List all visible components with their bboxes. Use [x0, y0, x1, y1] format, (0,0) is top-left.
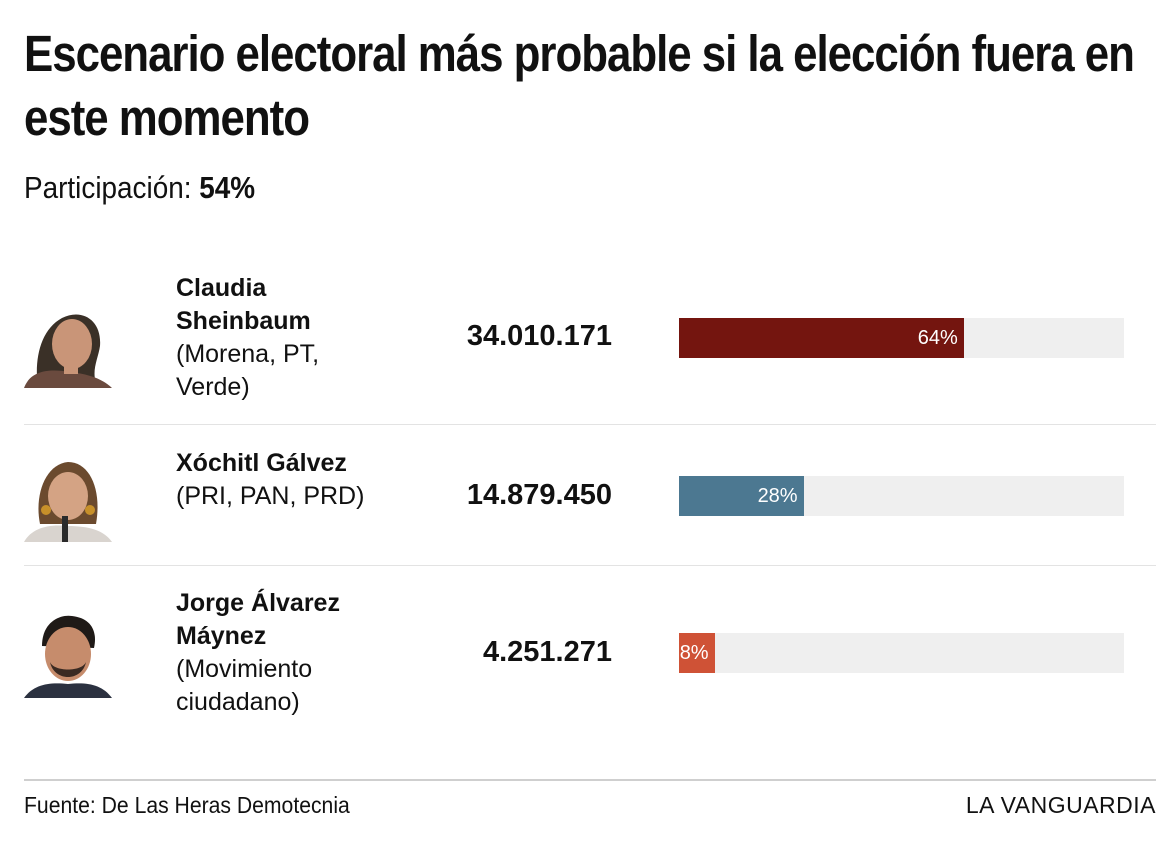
bar-track: 64% — [679, 318, 1124, 358]
candidate-party: (PRI, PAN, PRD) — [176, 482, 365, 510]
participation-value: 54% — [199, 170, 256, 205]
candidate-photo-sheinbaum — [24, 300, 112, 388]
candidate-party: (Morena, PT, Verde) — [176, 340, 320, 401]
bar: 28% — [679, 476, 804, 516]
bar: 64% — [679, 318, 964, 358]
row-divider — [24, 565, 1156, 566]
candidate-name: Xóchitl Gálvez (PRI, PAN, PRD) — [176, 447, 396, 513]
row-divider — [24, 424, 1156, 425]
bar-value-label: 28% — [757, 485, 798, 507]
bar-track: 28% — [679, 476, 1124, 516]
vote-count: 14.879.450 — [466, 479, 612, 511]
candidate-row: Jorge Álvarez Máynez (Movimiento ciudada… — [24, 566, 1156, 756]
vote-count: 4.251.271 — [482, 636, 612, 668]
bar-track: 8% — [679, 633, 1124, 673]
bar-value-label: 8% — [679, 642, 709, 664]
participation-line: Participación: 54% — [24, 170, 255, 206]
chart-title: Escenario electoral más probable si la e… — [24, 25, 1135, 146]
footer-divider — [24, 779, 1156, 781]
brand-logo-text: LA VANGUARDIA — [965, 792, 1156, 818]
candidate-photo-galvez — [24, 454, 112, 542]
source-note: Fuente: De Las Heras Demotecnia — [24, 792, 350, 818]
candidate-name-text: Xóchitl Gálvez — [176, 449, 347, 477]
bar-value-label: 64% — [917, 327, 958, 349]
candidate-party: (Movimiento ciudadano) — [176, 655, 313, 716]
vote-count: 34.010.171 — [466, 320, 612, 352]
candidate-name-text: Claudia Sheinbaum — [176, 274, 311, 335]
participation-label: Participación: — [24, 170, 200, 205]
candidate-row: Xóchitl Gálvez (PRI, PAN, PRD) 14.879.45… — [24, 425, 1156, 565]
candidate-name: Jorge Álvarez Máynez (Movimiento ciudada… — [176, 587, 396, 719]
candidate-row: Claudia Sheinbaum (Morena, PT, Verde) 34… — [24, 256, 1156, 424]
candidate-name-text: Jorge Álvarez Máynez — [176, 589, 340, 650]
candidate-name: Claudia Sheinbaum (Morena, PT, Verde) — [176, 272, 396, 404]
candidate-photo-alvarez-maynez — [24, 610, 112, 698]
bar: 8% — [679, 633, 715, 673]
